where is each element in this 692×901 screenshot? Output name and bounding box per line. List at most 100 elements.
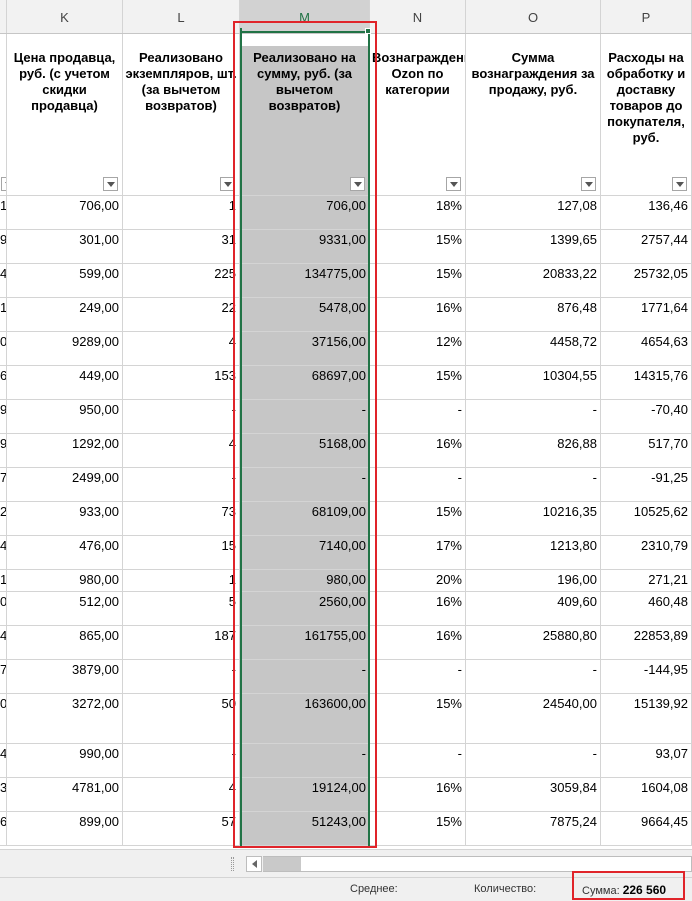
cell-o[interactable]: - <box>466 660 601 693</box>
cell-edge[interactable]: 0 <box>0 592 7 625</box>
header-cell-p[interactable]: Расходы на обработку и доставку товаров … <box>601 34 692 195</box>
cell-k[interactable]: 706,00 <box>7 196 123 229</box>
cell-k[interactable]: 512,00 <box>7 592 123 625</box>
cell-l[interactable]: 1 <box>123 570 240 591</box>
cell-p[interactable]: 22853,89 <box>601 626 692 659</box>
cell-n[interactable]: 15% <box>370 230 466 263</box>
header-cell-n[interactable]: Вознаграждение Ozon по категории <box>370 34 466 195</box>
cell-n[interactable]: 18% <box>370 196 466 229</box>
cell-p[interactable]: 9664,45 <box>601 812 692 845</box>
cell-n[interactable]: 15% <box>370 366 466 399</box>
cell-o[interactable]: 127,08 <box>466 196 601 229</box>
cell-edge[interactable]: 1 <box>0 298 7 331</box>
cell-m[interactable]: 163600,00 <box>240 694 370 743</box>
cell-m[interactable]: 37156,00 <box>240 332 370 365</box>
cell-m[interactable]: - <box>240 468 370 501</box>
cell-n[interactable]: 15% <box>370 502 466 535</box>
cell-m[interactable]: 161755,00 <box>240 626 370 659</box>
column-header-edge[interactable] <box>0 0 7 33</box>
cell-m[interactable]: - <box>240 744 370 777</box>
cell-o[interactable]: 7875,24 <box>466 812 601 845</box>
cell-p[interactable]: 1604,08 <box>601 778 692 811</box>
cell-m[interactable]: 706,00 <box>240 196 370 229</box>
cell-k[interactable]: 865,00 <box>7 626 123 659</box>
header-cell-l[interactable]: Реализовано экземпляров, шт. (за вычетом… <box>123 34 240 195</box>
cell-edge[interactable]: 6 <box>0 366 7 399</box>
cell-k[interactable]: 3272,00 <box>7 694 123 743</box>
cell-k[interactable]: 449,00 <box>7 366 123 399</box>
header-cell-k[interactable]: Цена продавца, руб. (с учетом скидки про… <box>7 34 123 195</box>
cell-o[interactable]: - <box>466 468 601 501</box>
filter-dropdown-icon[interactable] <box>672 177 687 191</box>
cell-m[interactable]: 134775,00 <box>240 264 370 297</box>
cell-n[interactable]: 15% <box>370 264 466 297</box>
cell-p[interactable]: -144,95 <box>601 660 692 693</box>
header-cell-o[interactable]: Сумма вознаграждения за продажу, руб. <box>466 34 601 195</box>
cell-l[interactable]: 15 <box>123 536 240 569</box>
cell-k[interactable]: 249,00 <box>7 298 123 331</box>
cell-n[interactable]: - <box>370 400 466 433</box>
fill-handle[interactable] <box>365 28 371 34</box>
cell-k[interactable]: 9289,00 <box>7 332 123 365</box>
cell-edge[interactable]: 7 <box>0 660 7 693</box>
cell-m[interactable]: 9331,00 <box>240 230 370 263</box>
filter-dropdown-icon[interactable] <box>350 177 365 191</box>
cell-p[interactable]: 271,21 <box>601 570 692 591</box>
cell-n[interactable]: 12% <box>370 332 466 365</box>
filter-dropdown-icon[interactable] <box>581 177 596 191</box>
cell-o[interactable]: - <box>466 744 601 777</box>
cell-k[interactable]: 599,00 <box>7 264 123 297</box>
split-grip[interactable] <box>231 857 234 871</box>
cell-m[interactable]: 68697,00 <box>240 366 370 399</box>
cell-n[interactable]: 17% <box>370 536 466 569</box>
cell-m[interactable]: 7140,00 <box>240 536 370 569</box>
filter-dropdown-icon[interactable] <box>103 177 118 191</box>
scroll-track[interactable] <box>263 856 692 872</box>
cell-o[interactable]: 1399,65 <box>466 230 601 263</box>
cell-edge[interactable]: 4 <box>0 744 7 777</box>
cell-n[interactable]: 20% <box>370 570 466 591</box>
cell-o[interactable]: 409,60 <box>466 592 601 625</box>
cell-edge[interactable]: 7 <box>0 468 7 501</box>
cell-k[interactable]: 950,00 <box>7 400 123 433</box>
cell-l[interactable]: 50 <box>123 694 240 743</box>
cell-n[interactable]: - <box>370 468 466 501</box>
cell-l[interactable]: 4 <box>123 778 240 811</box>
cell-o[interactable]: 10216,35 <box>466 502 601 535</box>
column-header-m[interactable]: M <box>240 0 370 33</box>
cell-edge[interactable]: 9 <box>0 230 7 263</box>
cell-p[interactable]: 1771,64 <box>601 298 692 331</box>
cell-l[interactable]: 5 <box>123 592 240 625</box>
cell-l[interactable]: 153 <box>123 366 240 399</box>
filter-dropdown-icon[interactable] <box>220 177 235 191</box>
cell-l[interactable]: - <box>123 400 240 433</box>
cell-n[interactable]: 16% <box>370 434 466 467</box>
cell-k[interactable]: 980,00 <box>7 570 123 591</box>
cell-edge[interactable]: 1 <box>0 570 7 591</box>
cell-l[interactable]: 4 <box>123 332 240 365</box>
cell-edge[interactable]: 9 <box>0 400 7 433</box>
cell-o[interactable]: 4458,72 <box>466 332 601 365</box>
cell-m[interactable]: 5168,00 <box>240 434 370 467</box>
cell-o[interactable]: 25880,80 <box>466 626 601 659</box>
cell-l[interactable]: 73 <box>123 502 240 535</box>
cell-l[interactable]: 31 <box>123 230 240 263</box>
column-header-k[interactable]: K <box>7 0 123 33</box>
cell-m[interactable]: 19124,00 <box>240 778 370 811</box>
cell-edge[interactable]: 2 <box>0 502 7 535</box>
cell-k[interactable]: 476,00 <box>7 536 123 569</box>
cell-m[interactable]: 51243,00 <box>240 812 370 845</box>
cell-o[interactable]: 876,48 <box>466 298 601 331</box>
cell-m[interactable]: 2560,00 <box>240 592 370 625</box>
cell-o[interactable]: 196,00 <box>466 570 601 591</box>
cell-n[interactable]: 16% <box>370 298 466 331</box>
cell-n[interactable]: 15% <box>370 694 466 743</box>
cell-p[interactable]: 517,70 <box>601 434 692 467</box>
cell-edge[interactable]: 4 <box>0 626 7 659</box>
cell-p[interactable]: 136,46 <box>601 196 692 229</box>
cell-o[interactable]: 20833,22 <box>466 264 601 297</box>
cell-o[interactable]: 1213,80 <box>466 536 601 569</box>
cell-n[interactable]: 16% <box>370 778 466 811</box>
cell-o[interactable]: - <box>466 400 601 433</box>
cell-p[interactable]: 4654,63 <box>601 332 692 365</box>
